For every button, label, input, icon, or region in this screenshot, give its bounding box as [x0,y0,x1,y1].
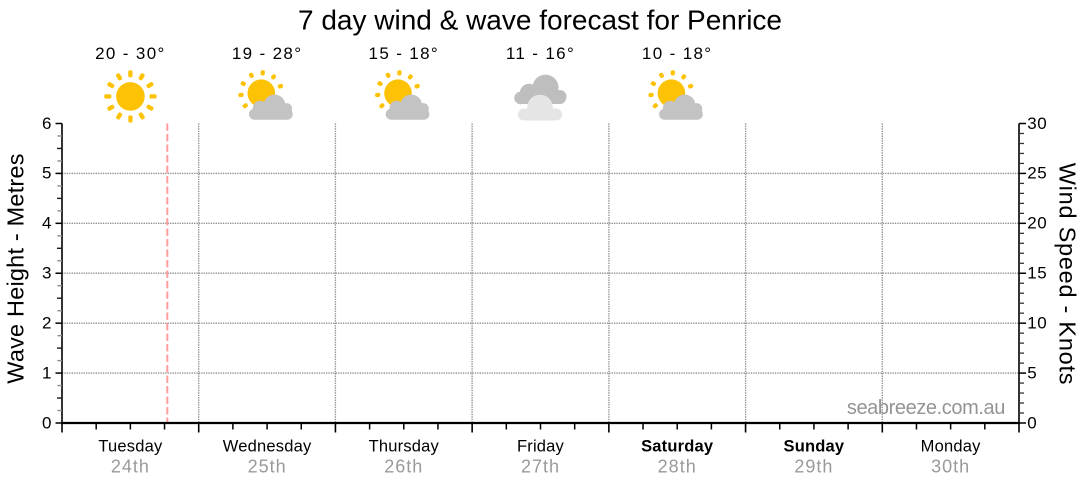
svg-text:4: 4 [42,214,51,233]
svg-text:15 - 18°: 15 - 18° [369,44,440,63]
svg-text:0: 0 [42,413,51,432]
svg-text:Sunday: Sunday [784,438,845,456]
svg-text:15: 15 [1027,264,1047,283]
svg-text:10: 10 [1027,314,1047,333]
svg-text:5: 5 [1027,363,1037,382]
svg-text:25th: 25th [248,457,287,477]
svg-text:20: 20 [1027,214,1047,233]
svg-text:27th: 27th [521,457,560,477]
svg-text:6: 6 [42,114,51,133]
svg-text:28th: 28th [658,457,697,477]
svg-text:26th: 26th [384,457,423,477]
svg-text:10 - 18°: 10 - 18° [642,44,713,63]
svg-text:0: 0 [1027,413,1037,432]
svg-text:Wind Speed - Knots: Wind Speed - Knots [1055,163,1080,386]
svg-text:Saturday: Saturday [641,438,714,456]
svg-text:3: 3 [42,264,51,283]
svg-text:seabreeze.com.au: seabreeze.com.au [847,397,1005,419]
svg-text:1: 1 [42,363,51,382]
svg-text:Thursday: Thursday [369,438,440,456]
svg-text:19 - 28°: 19 - 28° [232,44,303,63]
svg-text:2: 2 [42,314,51,333]
svg-text:Wednesday: Wednesday [223,438,312,456]
svg-text:29th: 29th [794,457,833,477]
svg-text:11 - 16°: 11 - 16° [506,44,575,63]
svg-text:30: 30 [1027,114,1047,133]
svg-text:5: 5 [42,164,51,183]
svg-text:20 - 30°: 20 - 30° [95,44,166,63]
svg-text:7 day wind & wave forecast for: 7 day wind & wave forecast for Penrice [298,5,782,36]
svg-text:Tuesday: Tuesday [98,438,163,456]
svg-text:Wave Height - Metres: Wave Height - Metres [3,153,29,383]
svg-text:25: 25 [1027,164,1047,183]
svg-text:Monday: Monday [921,438,981,456]
svg-text:Friday: Friday [517,438,565,456]
svg-text:30th: 30th [931,457,970,477]
svg-text:24th: 24th [111,457,150,477]
